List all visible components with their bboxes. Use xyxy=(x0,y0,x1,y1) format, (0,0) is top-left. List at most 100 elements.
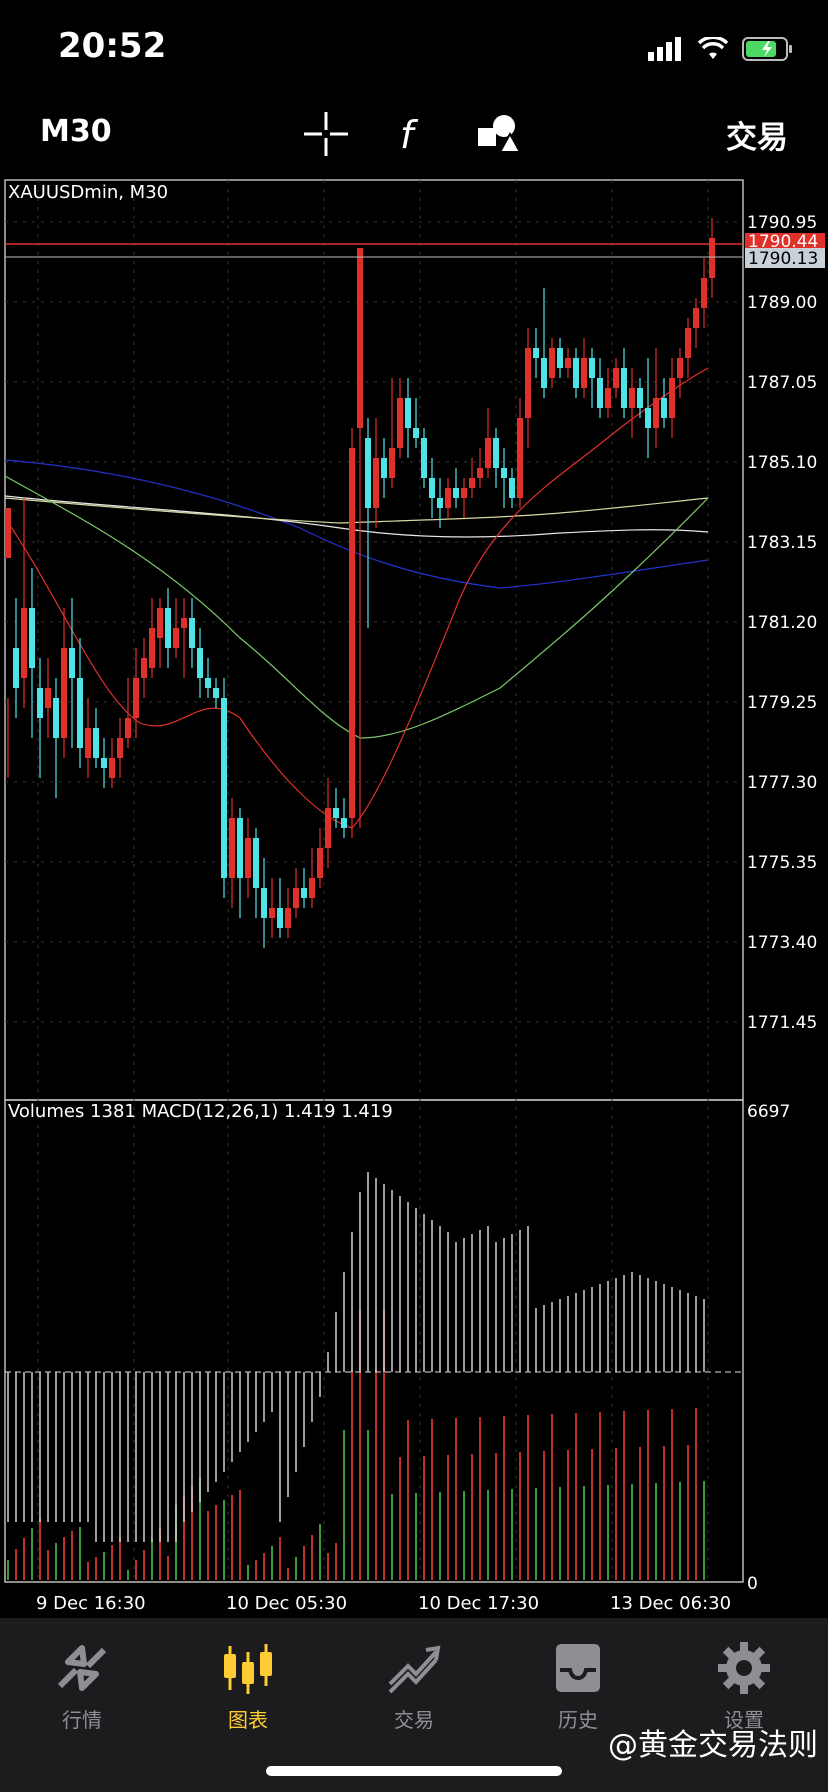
candle-body xyxy=(477,468,483,478)
candle-body xyxy=(109,758,115,778)
candle-body xyxy=(429,478,435,498)
candle-body xyxy=(493,438,499,468)
candle-body xyxy=(29,608,35,668)
candle-body xyxy=(77,678,83,748)
candle-body xyxy=(277,908,283,928)
candle-body xyxy=(461,488,467,498)
candle-body xyxy=(5,508,11,558)
price-tick-label: 1779.25 xyxy=(747,693,817,713)
timeframe-button[interactable]: M30 xyxy=(40,114,112,149)
tab-history-label: 历史 xyxy=(558,1708,598,1732)
tab-settings-label: 设置 xyxy=(724,1708,764,1732)
chart-grid xyxy=(5,180,743,1582)
candle-body xyxy=(469,478,475,488)
candle-body xyxy=(317,848,323,878)
candle-body xyxy=(301,888,307,898)
indicator-title: Volumes 1381 MACD(12,26,1) 1.419 1.419 xyxy=(8,1101,393,1122)
svg-text:f: f xyxy=(400,113,419,157)
price-tick-label: 1789.00 xyxy=(747,293,817,313)
tab-history[interactable]: 历史 xyxy=(508,1638,648,1733)
time-tick-label: 10 Dec 17:30 xyxy=(418,1593,539,1614)
tab-trade[interactable]: 交易 xyxy=(344,1638,484,1733)
candle-body xyxy=(677,358,683,378)
candle-body xyxy=(557,348,563,368)
price-chart[interactable]: XAUUSDmin, M30 1790.95 1789.00 1787.05 1785… xyxy=(0,178,828,1616)
candle-body xyxy=(437,498,443,508)
indicator-max-label: 6697 xyxy=(747,1102,790,1122)
candle-body xyxy=(165,608,171,648)
wifi-icon xyxy=(698,37,728,59)
candle-body xyxy=(349,448,355,818)
candle-body xyxy=(381,458,387,478)
candle-body xyxy=(117,738,123,758)
time-tick-label: 9 Dec 16:30 xyxy=(36,1593,146,1614)
signal-icon xyxy=(648,37,681,61)
candle-body xyxy=(525,348,531,418)
candle-body xyxy=(541,358,547,388)
candle-body xyxy=(173,628,179,648)
settings-icon xyxy=(718,1642,770,1694)
candle-body xyxy=(125,718,131,738)
time-axis: 9 Dec 16:30 10 Dec 05:30 10 Dec 17:30 13 De… xyxy=(36,1593,731,1614)
volume-bars xyxy=(7,1310,705,1580)
candle-body xyxy=(661,398,667,418)
home-indicator xyxy=(266,1766,562,1776)
history-icon xyxy=(556,1644,600,1692)
chart-icon xyxy=(224,1644,272,1694)
candle-body xyxy=(197,648,203,678)
candle-body xyxy=(413,428,419,438)
tab-quotes[interactable]: 行情 xyxy=(12,1638,152,1733)
tab-settings[interactable]: 设置 xyxy=(674,1638,814,1733)
price-tick-label: 1775.35 xyxy=(747,853,817,873)
candle-body xyxy=(605,388,611,408)
moving-average-line xyxy=(4,497,709,524)
trade-icon xyxy=(388,1645,441,1694)
bid-price-label: 1790.13 xyxy=(748,249,818,269)
candle-body xyxy=(709,238,715,278)
price-tick-label: 1773.40 xyxy=(747,933,817,953)
ask-price-tag xyxy=(745,233,825,251)
candle-body xyxy=(373,458,379,508)
indicators-icon[interactable]: f xyxy=(388,110,436,158)
candle-body xyxy=(213,688,219,698)
candle-body xyxy=(221,698,227,878)
candle-body xyxy=(637,388,643,408)
candle-body xyxy=(45,688,51,708)
candle-body xyxy=(293,888,299,908)
candle-body xyxy=(261,888,267,918)
candle-body xyxy=(613,368,619,388)
crosshair-icon[interactable] xyxy=(302,110,350,158)
candle-body xyxy=(253,838,259,888)
tab-trade-label: 交易 xyxy=(394,1708,434,1732)
candle-body xyxy=(549,348,555,378)
objects-icon[interactable] xyxy=(474,110,522,158)
candle-body xyxy=(141,658,147,678)
moving-average-line xyxy=(4,475,709,739)
candle-body xyxy=(485,438,491,468)
candle-body xyxy=(285,908,291,928)
candle-body xyxy=(653,398,659,428)
candle-body xyxy=(181,618,187,628)
candlesticks xyxy=(5,218,715,948)
time-tick-label: 13 Dec 06:30 xyxy=(610,1593,731,1614)
status-icons xyxy=(648,34,794,64)
candle-body xyxy=(325,808,331,848)
status-time: 20:52 xyxy=(58,26,167,66)
candle-body xyxy=(85,728,91,758)
tab-chart[interactable]: 图表 xyxy=(178,1638,318,1733)
candle-body xyxy=(669,378,675,418)
candle-body xyxy=(101,758,107,768)
quotes-icon xyxy=(57,1645,107,1691)
candle-body xyxy=(269,908,275,918)
candle-body xyxy=(589,358,595,378)
moving-average-line xyxy=(4,495,709,538)
candle-body xyxy=(573,358,579,388)
candle-body xyxy=(389,448,395,478)
indicator-zero-label: 0 xyxy=(747,1574,758,1594)
trade-button[interactable]: 交易 xyxy=(726,120,788,156)
chart-symbol-title: XAUUSDmin, M30 xyxy=(8,182,168,203)
bottom-tab-bar: 行情 图表 交易 xyxy=(0,1618,828,1792)
candle-body xyxy=(621,368,627,408)
price-tick-label: 1771.45 xyxy=(747,1013,817,1033)
candle-body xyxy=(509,478,515,498)
